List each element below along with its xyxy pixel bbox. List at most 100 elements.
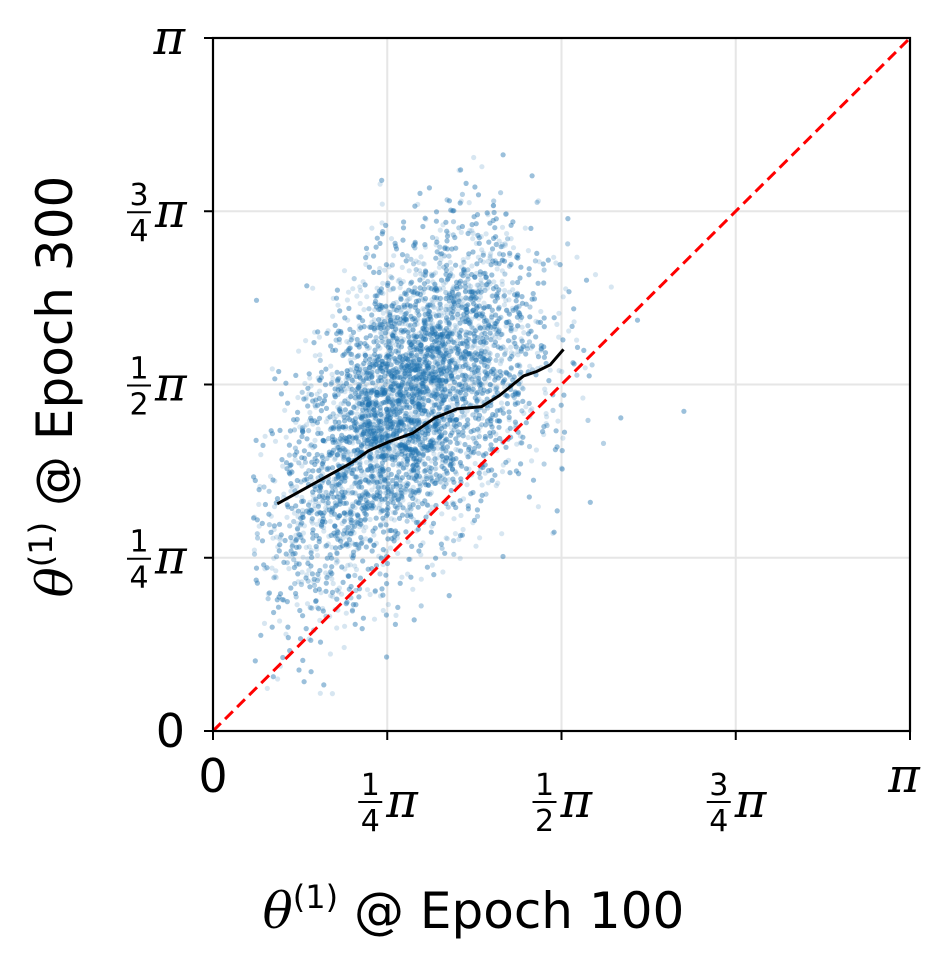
scatter-point	[467, 350, 473, 357]
scatter-point	[425, 316, 431, 322]
scatter-point	[483, 348, 489, 354]
scatter-point	[412, 447, 418, 453]
scatter-point	[269, 366, 275, 372]
scatter-point	[574, 254, 580, 260]
scatter-point	[462, 387, 468, 393]
scatter-point	[453, 386, 459, 392]
scatter-point	[427, 321, 434, 327]
scatter-point	[499, 356, 505, 362]
scatter-point	[535, 504, 542, 510]
scatter-point	[432, 359, 438, 365]
scatter-point	[481, 338, 487, 345]
scatter-point	[336, 482, 342, 488]
scatter-point	[420, 418, 426, 425]
scatter-point	[373, 411, 380, 417]
scatter-point	[360, 419, 366, 425]
scatter-point	[427, 347, 433, 353]
scatter-point	[376, 497, 382, 503]
scatter-point	[456, 333, 462, 339]
scatter-point	[452, 322, 458, 329]
scatter-point	[418, 369, 424, 375]
scatter-point	[406, 350, 412, 356]
scatter-point	[445, 376, 451, 383]
scatter-point	[336, 585, 342, 591]
scatter-point	[384, 416, 390, 422]
scatter-point	[336, 589, 342, 595]
scatter-point	[409, 360, 415, 366]
scatter-point	[388, 344, 394, 350]
scatter-point	[337, 483, 344, 490]
scatter-point	[440, 569, 446, 575]
scatter-point	[468, 316, 474, 322]
scatter-point	[404, 398, 410, 405]
scatter-point	[344, 509, 350, 515]
scatter-point	[419, 458, 425, 464]
scatter-point	[544, 414, 550, 420]
scatter-point	[408, 385, 414, 391]
scatter-point	[542, 386, 548, 392]
scatter-point	[418, 348, 425, 354]
scatter-point	[394, 454, 400, 460]
scatter-point	[381, 333, 387, 339]
scatter-point	[356, 385, 362, 391]
scatter-point	[493, 483, 499, 489]
scatter-point	[342, 426, 348, 432]
scatter-point	[461, 413, 467, 419]
scatter-point	[563, 286, 569, 292]
scatter-point	[490, 342, 496, 349]
scatter-point	[402, 489, 408, 495]
scatter-point	[408, 366, 414, 372]
scatter-point	[484, 285, 491, 291]
scatter-point	[337, 442, 343, 448]
scatter-point	[535, 198, 542, 204]
scatter-point	[484, 346, 490, 352]
scatter-point	[445, 388, 451, 394]
scatter-point	[425, 303, 431, 310]
scatter-point	[391, 253, 397, 259]
scatter-point	[378, 470, 384, 476]
scatter-point	[393, 326, 399, 332]
scatter-point	[460, 298, 466, 304]
scatter-point	[473, 543, 479, 549]
scatter-point	[413, 472, 419, 478]
scatter-point	[348, 438, 355, 444]
scatter-point	[410, 450, 416, 456]
scatter-point	[418, 295, 424, 301]
scatter-point	[404, 387, 410, 393]
scatter-point	[348, 451, 354, 457]
scatter-point	[363, 388, 369, 394]
scatter-point	[423, 408, 429, 414]
scatter-point	[336, 406, 342, 412]
scatter-point	[335, 302, 341, 308]
scatter-point	[515, 352, 521, 358]
scatter-point	[446, 376, 452, 382]
scatter-point	[358, 422, 364, 428]
scatter-point	[447, 383, 453, 389]
scatter-point	[430, 443, 436, 450]
scatter-point	[348, 531, 354, 537]
scatter-point	[393, 612, 399, 619]
scatter-point	[432, 342, 438, 348]
scatter-point	[404, 395, 410, 401]
scatter-point	[508, 236, 514, 242]
scatter-point	[448, 424, 454, 431]
scatter-point	[317, 388, 323, 394]
scatter-point	[413, 354, 419, 360]
scatter-point	[327, 651, 333, 657]
scatter-point	[413, 336, 419, 342]
scatter-point	[384, 361, 390, 367]
scatter-point	[329, 479, 336, 485]
scatter-point	[375, 468, 381, 474]
scatter-point	[428, 425, 434, 431]
scatter-point	[432, 466, 438, 472]
scatter-point	[306, 391, 312, 397]
scatter-point	[422, 332, 428, 338]
scatter-point	[364, 587, 371, 593]
scatter-point	[390, 398, 397, 404]
scatter-point	[474, 396, 480, 403]
scatter-point	[455, 296, 461, 302]
scatter-point	[327, 572, 333, 578]
scatter-point	[277, 618, 283, 624]
scatter-point	[547, 367, 553, 373]
scatter-point	[386, 419, 392, 425]
